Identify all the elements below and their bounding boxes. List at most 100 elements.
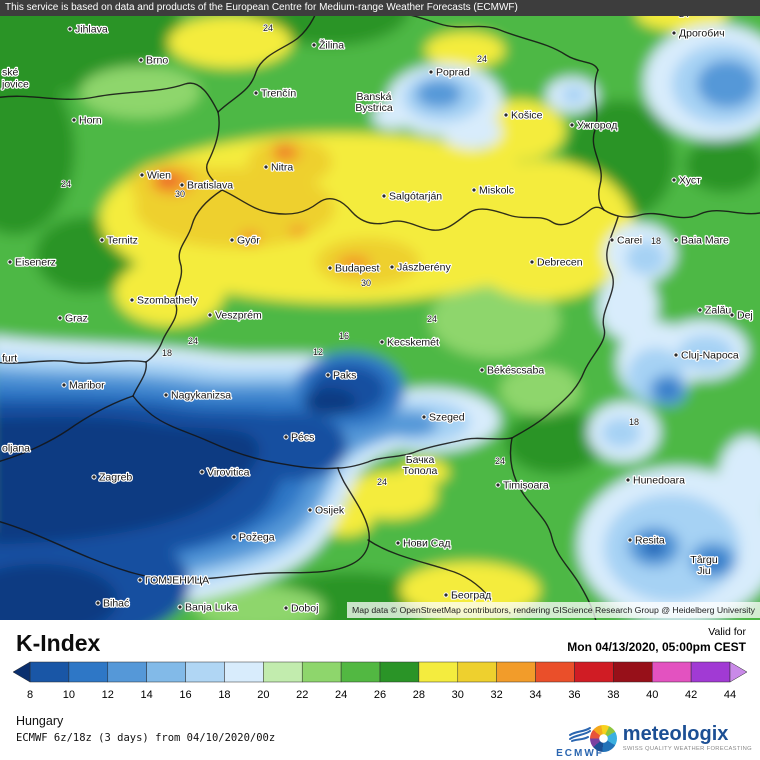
city-label: Miskolc <box>471 183 515 198</box>
city-label: Jihlava <box>67 22 109 37</box>
city-marker-dot <box>673 352 679 358</box>
legend-tick-label: 22 <box>296 689 308 701</box>
city-label: Szeged <box>421 410 466 425</box>
city-label: Нови Сад <box>395 536 452 551</box>
svg-text:Horn: Horn <box>79 115 102 127</box>
legend-tick-label: 38 <box>607 689 619 701</box>
legend-cell <box>340 661 381 683</box>
city-marker-dot <box>627 537 633 543</box>
ecmwf-logo[interactable]: ECMWF <box>552 726 608 759</box>
svg-text:Jihlava: Jihlava <box>75 24 108 36</box>
svg-text:Debrecen: Debrecen <box>537 257 583 269</box>
city-label: Resita <box>627 533 666 548</box>
legend-tick-label: 42 <box>685 689 697 701</box>
city-marker-dot <box>231 534 237 540</box>
city-marker-dot <box>229 237 235 243</box>
region-label: Hungary <box>16 714 64 728</box>
valid-block: Valid for Mon 04/13/2020, 05:00pm CEST <box>567 626 746 654</box>
svg-text:Jiu: Jiu <box>697 565 711 577</box>
svg-text:Virovitica: Virovitica <box>207 467 250 479</box>
city-marker-dot <box>327 265 333 271</box>
legend-cell <box>690 661 731 683</box>
svg-text:Poprad: Poprad <box>436 67 470 79</box>
city-label: Salgótarján <box>381 189 443 204</box>
model-run-info: ECMWF 6z/18z (3 days) from 04/10/2020/00… <box>16 732 276 744</box>
banner-text: This service is based on data and produc… <box>5 2 518 13</box>
legend-tick-label: 28 <box>413 689 425 701</box>
map-canvas[interactable]: 242424243030241824181612182424 JihlavaBr… <box>0 0 760 620</box>
contour-value-label: 24 <box>61 179 71 189</box>
legend-cell <box>146 661 186 683</box>
legend-tick-label: 10 <box>63 689 75 701</box>
city-label: Poprad <box>428 65 471 80</box>
legend-tick-label: 26 <box>374 689 386 701</box>
legend-tick-label: 14 <box>141 689 153 701</box>
city-marker-dot <box>381 193 387 199</box>
map-area[interactable]: 242424243030241824181612182424 JihlavaBr… <box>0 0 760 620</box>
svg-text:Pécs: Pécs <box>291 432 314 444</box>
contour-value-label: 24 <box>495 456 505 466</box>
contour-value-label: 30 <box>175 189 185 199</box>
city-marker-dot <box>307 507 313 513</box>
city-label: Дрогобич <box>671 26 726 41</box>
legend-tick-label: 40 <box>646 689 658 701</box>
legend-tick-label: 24 <box>335 689 347 701</box>
city-label: Kecskemét <box>379 335 440 350</box>
city-label: Paks <box>325 368 358 383</box>
legend-cell <box>379 661 420 683</box>
svg-text:Нови Сад: Нови Сад <box>403 538 450 550</box>
svg-text:ГОМЈЕНИЦА: ГОМЈЕНИЦА <box>145 575 209 587</box>
color-scale: 8 10 12 14 16 18 20 22 24 26 28 30 32 34 36 38 40 42 44 <box>12 661 748 701</box>
city-marker-dot <box>479 367 485 373</box>
legend-cell <box>457 661 497 683</box>
svg-text:Wien: Wien <box>147 170 171 182</box>
svg-text:Ужгород: Ужгород <box>577 120 617 132</box>
city-marker-dot <box>671 30 677 36</box>
city-marker-dot <box>67 26 73 32</box>
svg-text:Požega: Požega <box>239 532 275 544</box>
city-label: Maribor <box>61 378 106 393</box>
svg-text:Bihać: Bihać <box>103 598 129 610</box>
city-marker-dot <box>57 315 63 321</box>
city-marker-dot <box>91 474 97 480</box>
meteologix-logo[interactable]: meteologix SWISS QUALITY WEATHER FORECAS… <box>589 724 752 752</box>
city-label: Požega <box>231 530 276 545</box>
svg-text:Carei: Carei <box>617 235 642 247</box>
svg-text:Топола: Топола <box>403 465 438 477</box>
legend-cell <box>651 661 692 683</box>
svg-text:Osijek: Osijek <box>315 505 345 517</box>
contour-value-label: 24 <box>477 54 487 64</box>
legend-cell <box>107 661 147 683</box>
map-attribution: Map data © OpenStreetMap contributors, r… <box>347 602 760 618</box>
city-label: Wien <box>139 168 172 183</box>
ecmwf-label: ECMWF <box>556 748 604 759</box>
svg-text:Дрогобич: Дрогобич <box>679 28 725 40</box>
contour-value-label: 30 <box>361 278 371 288</box>
city-label: Békéscsaba <box>479 363 546 378</box>
valid-time: Mon 04/13/2020, 05:00pm CEST <box>567 640 746 654</box>
legend-tick-label: 8 <box>27 689 33 701</box>
svg-text:Győr: Győr <box>237 235 260 247</box>
city-label: Brno <box>138 53 170 68</box>
legend-tick-label: 44 <box>724 689 736 701</box>
city-marker-dot <box>569 122 575 128</box>
legend-arrow-right <box>729 661 748 683</box>
city-marker-dot <box>61 382 67 388</box>
city-label: Trenčín <box>253 86 298 101</box>
legend-tick-label: 36 <box>568 689 580 701</box>
city-marker-dot <box>697 307 703 313</box>
legend-cell <box>185 661 225 683</box>
city-label: Cluj-Napoca <box>673 348 740 363</box>
legend-cell <box>68 661 109 683</box>
city-marker-dot <box>325 372 331 378</box>
svg-text:Graz: Graz <box>65 313 88 325</box>
svg-text:Bratislava: Bratislava <box>187 180 233 192</box>
city-label: Ternitz <box>99 233 139 248</box>
city-label: Banja Luka <box>177 600 239 615</box>
legend-cell <box>613 661 653 683</box>
svg-text:Timișoara: Timișoara <box>503 480 549 492</box>
legend-tick-label: 30 <box>452 689 464 701</box>
